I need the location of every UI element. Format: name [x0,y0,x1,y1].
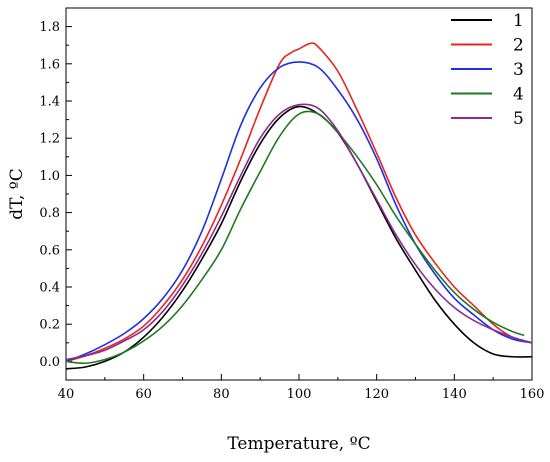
legend-label-4: 4 [513,85,524,105]
x-axis: 40 60 80 100 120 140 160 [58,374,545,402]
y-tick-label: 1.8 [39,20,60,35]
legend-label-3: 3 [513,60,524,80]
y-tick-label: 1.0 [39,169,60,184]
y-tick-label: 0.8 [39,206,60,221]
series-layer [65,42,533,370]
legend-label-2: 2 [513,36,524,56]
y-tick-label: 0.2 [39,318,60,333]
y-axis: 0.0 0.2 0.4 0.6 0.8 1.0 1.2 1.4 1.6 1.8 [39,7,72,381]
series-line-3 [65,61,533,363]
y-tick-label: 1.6 [39,57,60,72]
y-axis-label: dT, ºC [7,168,27,220]
y-tick-label: 1.4 [39,95,60,110]
y-tick-label: 1.2 [39,132,60,147]
x-tick-label: 120 [364,387,389,402]
y-tick-label: 0.0 [39,355,60,370]
series-line-2 [65,42,533,363]
y-tick-label: 0.4 [39,281,60,296]
legend: 1 2 3 4 5 [451,11,524,129]
y-tick-label: 0.6 [39,243,60,258]
x-tick-label: 80 [213,387,230,402]
x-tick-label: 40 [58,387,75,402]
x-tick-label: 160 [520,387,545,402]
x-tick-label: 60 [135,387,152,402]
series-line-1 [65,105,533,370]
series-line-5 [65,103,533,361]
x-axis-label: Temperature, ºC [227,434,370,454]
legend-label-1: 1 [513,11,524,31]
legend-label-5: 5 [513,109,524,129]
x-tick-label: 100 [287,387,312,402]
series-line-4 [65,110,525,365]
x-tick-label: 140 [442,387,467,402]
